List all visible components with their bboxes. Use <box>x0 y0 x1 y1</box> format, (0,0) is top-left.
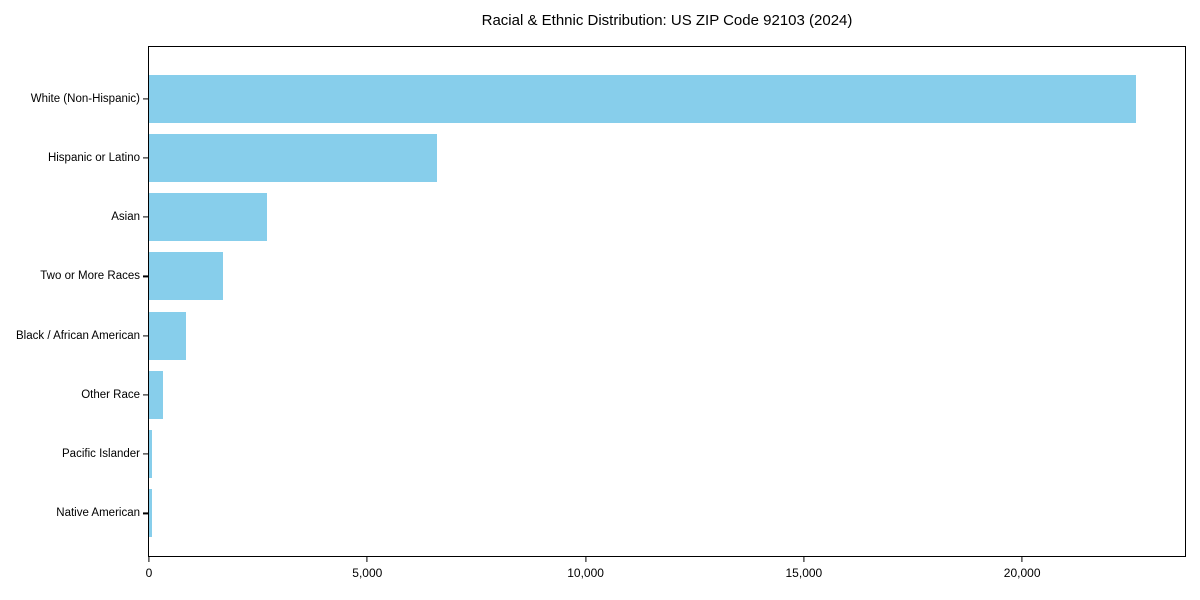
y-axis-label: Two or More Races <box>40 270 140 283</box>
bar-row: Hispanic or Latino <box>48 128 1185 187</box>
chart-title: Racial & Ethnic Distribution: US ZIP Cod… <box>481 12 853 29</box>
y-tick-mark <box>143 275 148 277</box>
bar-rows-container: White (Non-Hispanic) Hispanic or Latino As… <box>16 47 1185 556</box>
x-tick-mark <box>584 557 587 562</box>
bar <box>149 489 152 538</box>
x-tick-mark <box>1021 557 1023 562</box>
x-tick-label: 5,000 <box>352 566 383 580</box>
plot-area: White (Non-Hispanic) Hispanic or Latino As… <box>16 46 1186 580</box>
y-tick-mark <box>143 394 148 396</box>
bar-row: Pacific Islander <box>62 425 1185 484</box>
bar-row: Other Race <box>81 365 1185 424</box>
y-axis-label: Native American <box>56 507 140 520</box>
x-tick-label: 20,000 <box>1003 566 1041 580</box>
bar-row: Black / African American <box>16 306 1185 365</box>
y-axis-label: Pacific Islander <box>62 448 140 461</box>
y-tick-mark <box>143 453 148 455</box>
bar-row: Native American <box>56 484 1185 543</box>
bar-row: Two or More Races <box>40 247 1185 306</box>
y-tick-mark <box>143 216 148 218</box>
bar <box>149 74 1136 123</box>
bar <box>149 133 438 182</box>
bar <box>149 193 267 242</box>
y-tick-mark <box>143 157 148 159</box>
bar-row: Asian <box>111 188 1185 247</box>
x-tick-label: 10,000 <box>567 566 604 580</box>
y-axis-label: Hispanic or Latino <box>47 151 140 164</box>
x-tick-mark <box>148 557 150 562</box>
bar <box>149 252 224 301</box>
y-tick-mark <box>143 98 148 100</box>
bar <box>149 311 187 360</box>
y-axis-label: Other Race <box>81 388 140 401</box>
y-tick-mark <box>143 335 148 337</box>
y-axis-label: Asian <box>111 211 140 224</box>
x-tick-label: 0 <box>145 566 153 580</box>
bar <box>149 430 153 479</box>
bar-row: White (Non-Hispanic) <box>31 69 1185 128</box>
y-axis-label: White (Non-Hispanic) <box>30 92 140 105</box>
y-tick-mark <box>143 512 148 514</box>
x-tick-mark <box>366 557 368 562</box>
x-tick-label: 15,000 <box>785 566 823 580</box>
x-tick-mark <box>803 557 805 562</box>
y-axis-label: Black / African American <box>16 329 140 342</box>
bar <box>149 370 163 419</box>
